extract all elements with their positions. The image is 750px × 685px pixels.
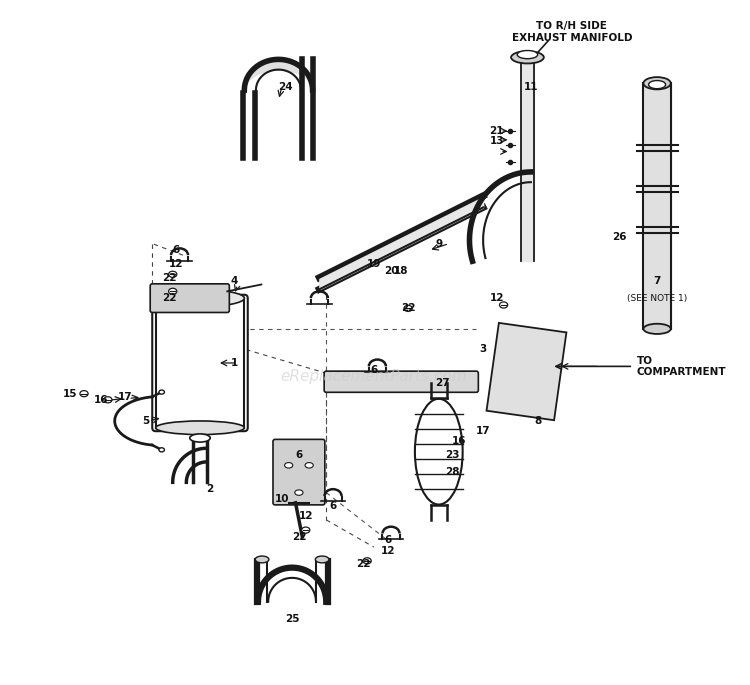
Text: 7: 7 [653, 276, 661, 286]
Text: 5: 5 [142, 416, 149, 426]
Text: 20: 20 [384, 266, 398, 276]
Ellipse shape [649, 81, 665, 89]
Text: 22: 22 [292, 532, 306, 542]
Text: 6: 6 [370, 365, 377, 375]
Text: 15: 15 [63, 388, 78, 399]
Text: 12: 12 [298, 512, 313, 521]
Ellipse shape [302, 527, 310, 533]
Text: 22: 22 [400, 303, 416, 314]
Text: 22: 22 [162, 273, 176, 283]
Text: TO
COMPARTMENT: TO COMPARTMENT [637, 356, 726, 377]
Ellipse shape [644, 77, 670, 90]
Ellipse shape [404, 306, 412, 312]
Ellipse shape [363, 558, 371, 564]
Text: 4: 4 [230, 276, 238, 286]
Text: 21: 21 [490, 126, 504, 136]
Text: 22: 22 [162, 293, 176, 303]
Text: 12: 12 [169, 259, 183, 269]
Ellipse shape [511, 51, 544, 64]
Bar [487, 323, 566, 420]
Text: 16: 16 [94, 395, 108, 406]
Text: TO R/H SIDE
EXHAUST MANIFOLD: TO R/H SIDE EXHAUST MANIFOLD [512, 21, 632, 43]
Ellipse shape [518, 51, 538, 59]
Ellipse shape [169, 271, 177, 277]
Text: 13: 13 [490, 136, 504, 146]
Ellipse shape [315, 556, 329, 563]
Text: 23: 23 [446, 450, 460, 460]
Ellipse shape [255, 556, 269, 563]
FancyBboxPatch shape [324, 371, 478, 393]
Ellipse shape [190, 434, 210, 442]
Ellipse shape [104, 397, 112, 403]
Ellipse shape [169, 288, 177, 295]
Text: (SEE NOTE 1): (SEE NOTE 1) [627, 294, 687, 303]
Ellipse shape [415, 399, 463, 505]
Text: 11: 11 [524, 82, 538, 92]
Text: eReplacementParts.com: eReplacementParts.com [280, 369, 467, 384]
Text: 28: 28 [446, 467, 460, 477]
Text: 19: 19 [367, 259, 381, 269]
Text: 24: 24 [278, 82, 292, 92]
Text: 6: 6 [384, 536, 392, 545]
Text: 18: 18 [394, 266, 409, 276]
Ellipse shape [156, 290, 244, 307]
Text: 16: 16 [452, 436, 466, 447]
Text: 6: 6 [296, 450, 302, 460]
Text: 26: 26 [612, 232, 627, 242]
FancyBboxPatch shape [150, 284, 230, 312]
Text: 17: 17 [118, 392, 132, 402]
Text: 1: 1 [230, 358, 238, 368]
Text: 6: 6 [172, 245, 180, 256]
Text: 17: 17 [476, 426, 490, 436]
Ellipse shape [156, 421, 244, 434]
Text: 9: 9 [435, 238, 442, 249]
Ellipse shape [500, 302, 508, 308]
Ellipse shape [80, 390, 88, 397]
FancyBboxPatch shape [273, 439, 325, 505]
Text: 25: 25 [285, 614, 299, 624]
Text: 8: 8 [534, 416, 542, 426]
FancyBboxPatch shape [152, 295, 248, 431]
Text: 12: 12 [380, 545, 394, 556]
Text: 10: 10 [274, 495, 289, 504]
Text: 27: 27 [435, 378, 449, 388]
Ellipse shape [284, 462, 292, 468]
Ellipse shape [159, 448, 164, 452]
Ellipse shape [159, 390, 164, 394]
Text: 22: 22 [356, 559, 371, 569]
Text: 3: 3 [479, 345, 487, 354]
Ellipse shape [295, 490, 303, 495]
Text: 12: 12 [490, 293, 504, 303]
Text: 2: 2 [206, 484, 214, 494]
Ellipse shape [644, 324, 670, 334]
Text: 6: 6 [329, 501, 337, 511]
Ellipse shape [305, 462, 314, 468]
